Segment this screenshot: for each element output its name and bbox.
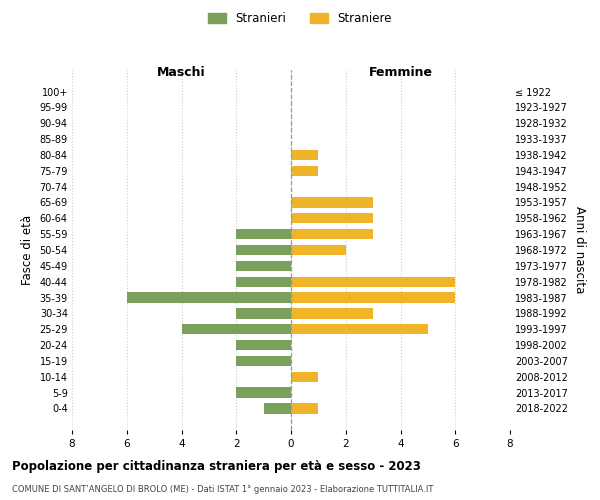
Bar [236, 308, 291, 318]
Bar [291, 150, 319, 160]
Bar [236, 245, 291, 255]
Bar [263, 404, 291, 413]
Bar [127, 292, 291, 302]
Bar [236, 340, 291, 350]
Bar [291, 229, 373, 239]
Bar [291, 198, 373, 207]
Legend: Stranieri, Straniere: Stranieri, Straniere [205, 8, 395, 28]
Bar [291, 308, 373, 318]
Text: COMUNE DI SANT’ANGELO DI BROLO (ME) - Dati ISTAT 1° gennaio 2023 - Elaborazione : COMUNE DI SANT’ANGELO DI BROLO (ME) - Da… [12, 485, 433, 494]
Bar [236, 276, 291, 287]
Text: Maschi: Maschi [157, 66, 206, 79]
Bar [236, 388, 291, 398]
Text: Femmine: Femmine [368, 66, 433, 79]
Text: Popolazione per cittadinanza straniera per età e sesso - 2023: Popolazione per cittadinanza straniera p… [12, 460, 421, 473]
Bar [291, 166, 319, 176]
Bar [182, 324, 291, 334]
Bar [291, 292, 455, 302]
Bar [291, 245, 346, 255]
Y-axis label: Fasce di età: Fasce di età [21, 215, 34, 285]
Bar [236, 229, 291, 239]
Y-axis label: Anni di nascita: Anni di nascita [574, 206, 586, 294]
Bar [291, 213, 373, 224]
Bar [291, 404, 319, 413]
Bar [236, 356, 291, 366]
Bar [236, 260, 291, 271]
Bar [291, 276, 455, 287]
Bar [291, 372, 319, 382]
Bar [291, 324, 428, 334]
